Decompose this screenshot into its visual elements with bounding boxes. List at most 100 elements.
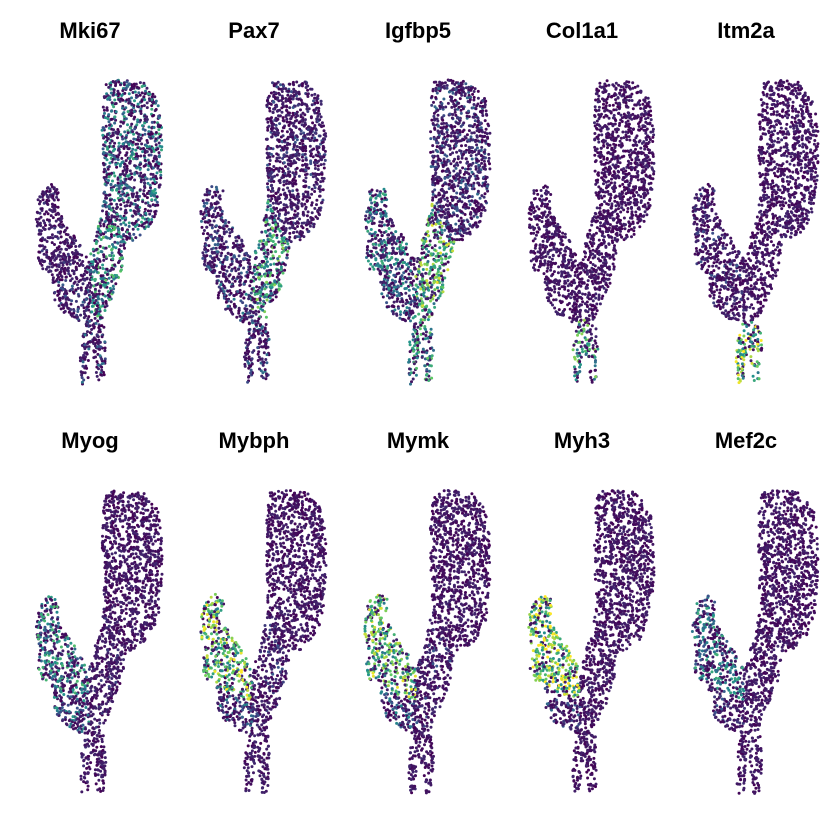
cell-point xyxy=(287,163,291,167)
cell-point xyxy=(55,188,59,191)
cell-point xyxy=(133,171,137,175)
cell-point xyxy=(256,321,260,325)
cell-point xyxy=(450,214,454,218)
cell-point xyxy=(112,105,116,109)
cell-point xyxy=(59,241,62,245)
cell-point xyxy=(466,167,470,171)
cell-point xyxy=(134,157,138,161)
cell-point xyxy=(284,165,287,169)
cell-point xyxy=(216,243,220,247)
cell-point xyxy=(146,209,150,213)
cell-point xyxy=(139,162,143,166)
cell-point xyxy=(50,252,54,255)
cell-point xyxy=(423,262,427,266)
cell-point xyxy=(469,154,473,158)
cell-point xyxy=(126,174,130,178)
cell-point xyxy=(456,135,460,139)
cell-point xyxy=(313,207,317,210)
cell-point xyxy=(433,127,437,131)
cell-point xyxy=(58,254,62,258)
cell-point xyxy=(287,189,291,193)
cell-point xyxy=(143,128,147,132)
cell-point xyxy=(292,196,296,200)
cell-point xyxy=(306,190,310,194)
cell-point xyxy=(261,292,265,296)
cell-point xyxy=(219,213,223,217)
cell-point xyxy=(290,128,293,132)
cell-point xyxy=(284,212,288,216)
cell-point xyxy=(475,143,479,147)
cell-point xyxy=(149,177,153,181)
cell-point xyxy=(309,216,313,219)
cell-point xyxy=(53,298,57,302)
cell-point xyxy=(291,177,295,181)
cell-point xyxy=(136,154,140,158)
cell-point xyxy=(431,180,435,184)
cell-point xyxy=(117,259,121,263)
cell-point xyxy=(264,323,268,326)
cell-point xyxy=(52,186,56,190)
cell-point xyxy=(421,284,425,287)
cell-point xyxy=(431,174,435,178)
cell-point xyxy=(313,136,317,140)
cell-point xyxy=(436,236,440,240)
cell-point xyxy=(110,139,114,143)
cell-point xyxy=(294,126,298,129)
cell-point xyxy=(227,279,231,283)
cell-point xyxy=(205,225,209,229)
cell-point xyxy=(298,120,302,124)
cell-point xyxy=(456,184,460,188)
cell-point xyxy=(488,162,491,166)
cell-point xyxy=(301,145,305,149)
cell-point xyxy=(79,288,83,292)
cell-point xyxy=(100,362,104,366)
cell-point xyxy=(239,318,242,322)
cell-point xyxy=(216,190,220,194)
cell-point xyxy=(469,86,473,90)
cell-point xyxy=(289,100,293,104)
cell-point xyxy=(97,326,101,330)
cell-point xyxy=(224,300,228,304)
cell-point xyxy=(220,266,224,270)
cell-point xyxy=(275,130,279,134)
cell-point xyxy=(479,121,483,125)
cell-point xyxy=(464,167,467,171)
cell-point xyxy=(272,262,276,266)
cell-point xyxy=(444,257,448,261)
cell-point xyxy=(99,284,103,288)
cell-point xyxy=(431,196,435,200)
cell-point xyxy=(447,182,451,186)
cell-point xyxy=(62,267,66,271)
cell-point xyxy=(111,290,115,294)
cell-point xyxy=(273,290,277,294)
cell-point xyxy=(440,231,444,235)
cell-point xyxy=(453,185,457,189)
cell-point xyxy=(289,204,293,208)
cell-point xyxy=(274,223,278,227)
cell-point xyxy=(219,289,223,293)
cell-point xyxy=(472,214,476,218)
cell-point xyxy=(154,174,158,178)
cell-point xyxy=(111,284,115,288)
cell-point xyxy=(256,292,259,296)
cell-point xyxy=(237,309,241,313)
cell-point xyxy=(428,269,432,273)
cell-point xyxy=(454,144,458,148)
cell-point xyxy=(89,252,93,256)
cell-point xyxy=(274,167,278,171)
feature-panel-pax7: Pax7 xyxy=(172,0,336,400)
cell-point xyxy=(265,298,269,302)
cell-point xyxy=(222,242,226,246)
cell-point xyxy=(484,109,488,113)
cell-point xyxy=(85,265,89,269)
cell-point xyxy=(435,298,438,302)
cell-point xyxy=(472,90,476,93)
cell-point xyxy=(309,138,313,142)
cell-point xyxy=(104,140,107,144)
cell-point xyxy=(484,180,488,184)
cell-point xyxy=(276,159,280,163)
cell-point xyxy=(83,357,87,361)
cell-point xyxy=(285,130,289,134)
cell-point xyxy=(261,281,265,285)
cell-point xyxy=(62,306,65,310)
